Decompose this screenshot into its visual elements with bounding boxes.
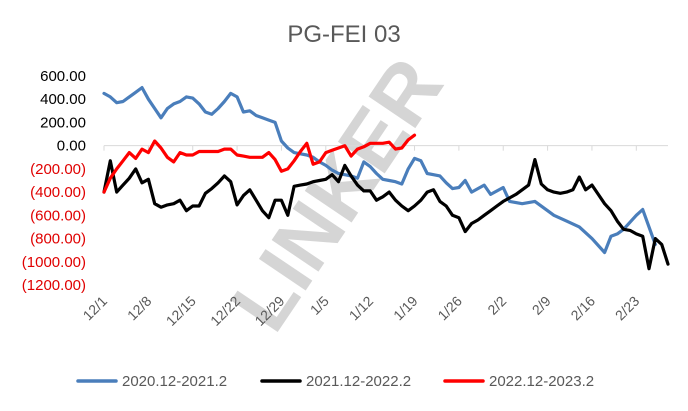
y-tick-label: (400.00) [30, 184, 86, 201]
legend-label: 2021.12-2022.2 [306, 373, 411, 390]
y-axis: 600.00 400.00 200.00 0.00 (200.00) (400.00) (6… [22, 68, 86, 294]
y-tick-label: (800.00) [30, 231, 86, 248]
y-tick-label: 600.00 [40, 68, 86, 85]
chart-title: PG-FEI 03 [287, 21, 400, 48]
y-tick-label: 0.00 [57, 138, 86, 155]
series-line-3 [102, 133, 417, 194]
y-tick-label: (600.00) [30, 207, 86, 224]
series-layer [102, 85, 670, 271]
legend-label: 2022.12-2023.2 [489, 373, 594, 390]
y-tick-label: 200.00 [40, 114, 86, 131]
series-line-2 [102, 158, 670, 271]
legend-label: 2020.12-2021.2 [122, 373, 227, 390]
legend: 2020.12-2021.2 2021.12-2022.2 2022.12-2023… [76, 373, 594, 390]
y-tick-label: 400.00 [40, 91, 86, 108]
y-tick-label: (1200.00) [22, 277, 86, 294]
y-tick-label: (200.00) [30, 161, 86, 178]
y-tick-label: (1000.00) [22, 254, 86, 271]
